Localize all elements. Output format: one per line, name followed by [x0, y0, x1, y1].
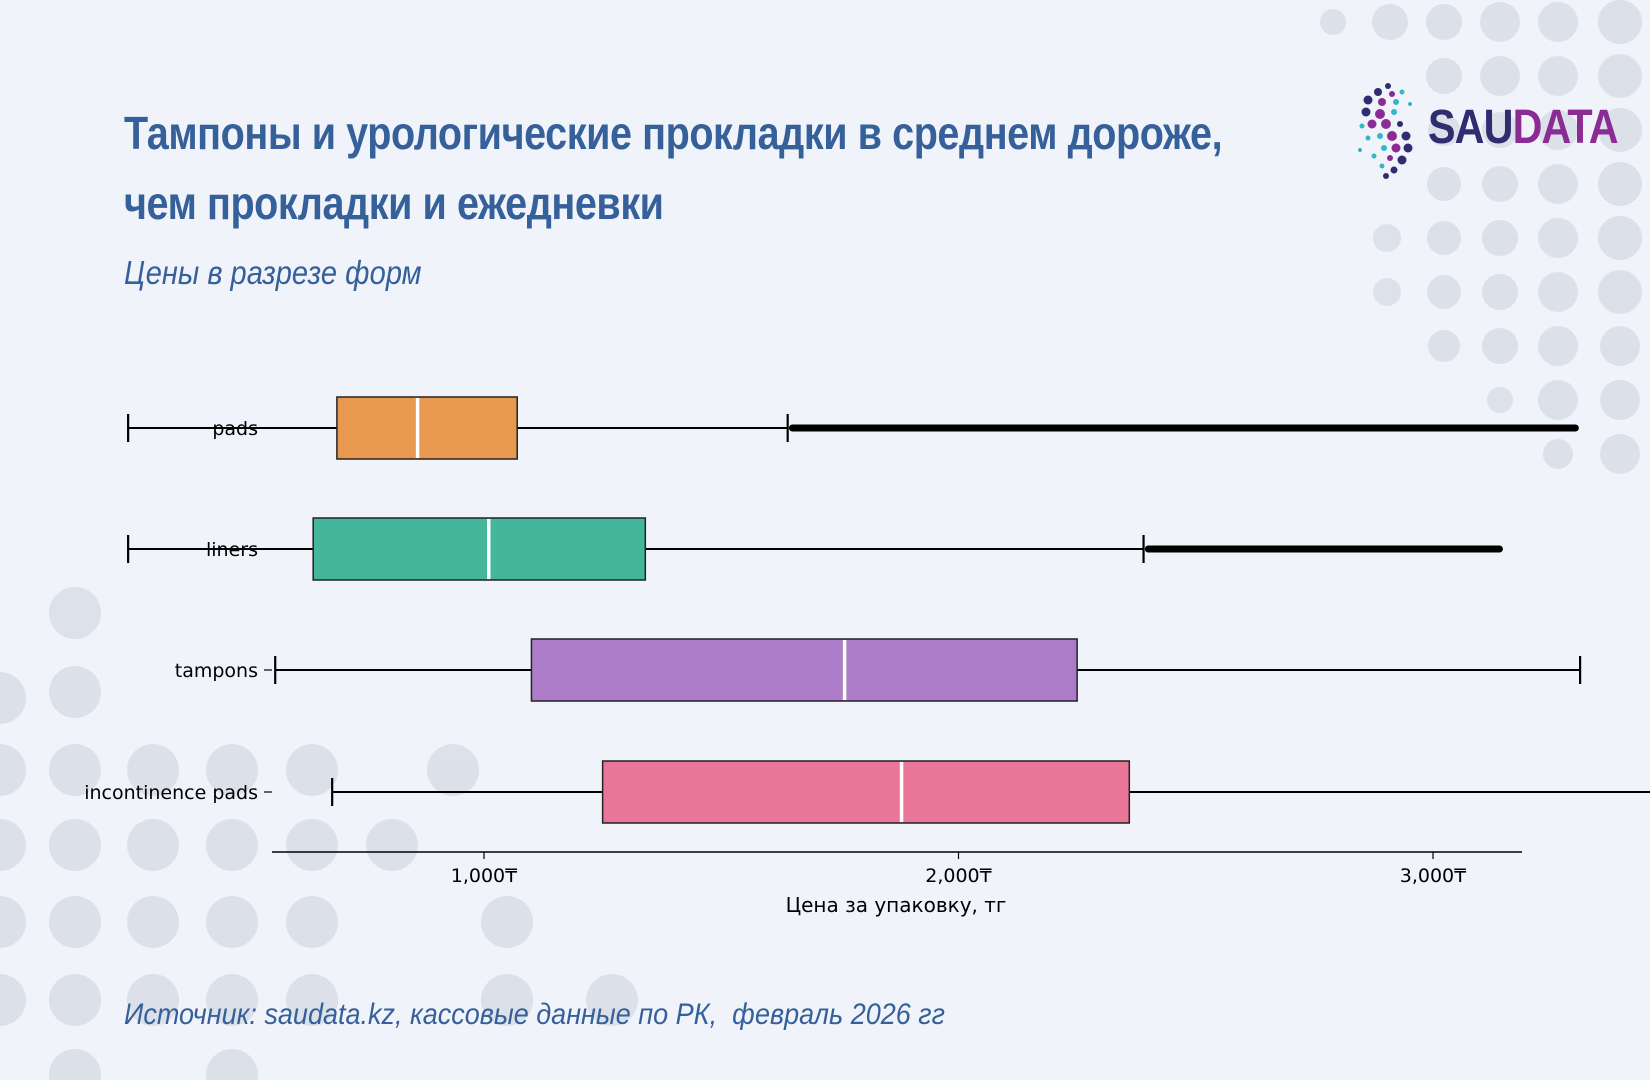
page-title-line-2: чем прокладки и ежедневки [124, 177, 664, 229]
box-tampons [274, 638, 1582, 702]
plot-area [127, 396, 1650, 824]
page-subtitle: Цены в разрезе форм [124, 254, 422, 291]
x-axis-label: Цена за упаковку, тг [786, 893, 1007, 917]
page-title-line-1: Тампоны и урологические прокладки в сред… [124, 107, 1223, 159]
box-incontinence-pads [331, 760, 1650, 824]
saudata-logo-mark-icon [1358, 83, 1413, 179]
logo-text-sau: SAU [1428, 101, 1513, 154]
box-liners [127, 517, 1503, 581]
source-note: Источник: saudata.kz, кассовые данные по… [124, 998, 945, 1031]
x-tick-label: 3,000₸ [1400, 865, 1466, 887]
y-axis: pads liners tampons incontinence pads [84, 418, 272, 804]
y-tick-label-liners: liners [206, 539, 258, 561]
logo-text-data: DATA [1512, 101, 1619, 154]
y-tick-label-incontinence-pads: incontinence pads [84, 782, 258, 804]
y-tick-label-tampons: tampons [175, 660, 258, 682]
saudata-logo: SAUDATA [1356, 78, 1619, 184]
y-tick-label-pads: pads [212, 418, 258, 440]
x-axis: 1,000₸2,000₸3,000₸4,000₸5,000₸ [272, 851, 1522, 887]
box-iqr [601, 760, 1131, 824]
page-title: Тампоны и урологические прокладки в сред… [124, 98, 1223, 238]
x-tick-label: 2,000₸ [925, 865, 991, 887]
box-iqr [336, 396, 518, 460]
box-iqr [312, 517, 647, 581]
box-pads [127, 396, 1579, 460]
saudata-logo-text: SAUDATA [1428, 100, 1619, 155]
x-tick-label: 1,000₸ [451, 865, 517, 887]
box-iqr [530, 638, 1078, 702]
